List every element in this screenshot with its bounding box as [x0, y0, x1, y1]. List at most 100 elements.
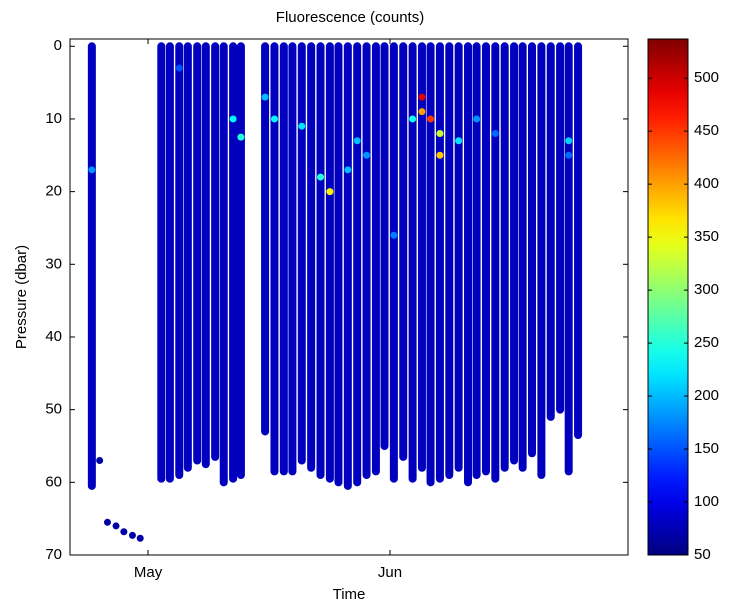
- profile: [510, 42, 519, 465]
- point: [363, 151, 371, 159]
- profile: [219, 42, 228, 487]
- profile: [435, 42, 444, 483]
- profile: [87, 42, 96, 490]
- profile: [175, 42, 184, 480]
- y-tick-label: 70: [45, 546, 62, 563]
- profile: [426, 42, 435, 487]
- x-tick-label: Jun: [378, 564, 402, 581]
- y-tick-label: 30: [45, 255, 62, 272]
- profile: [445, 42, 454, 480]
- point: [128, 531, 136, 539]
- profile: [371, 42, 380, 476]
- profile: [316, 42, 325, 480]
- point: [112, 522, 120, 530]
- point: [390, 231, 398, 239]
- profile: [236, 42, 245, 480]
- chart-title: Fluorescence (counts): [276, 9, 424, 26]
- profile: [334, 42, 343, 487]
- profile: [229, 42, 238, 483]
- point: [565, 137, 573, 145]
- colorbar-tick-label: 150: [694, 440, 719, 457]
- point: [427, 115, 435, 123]
- profile: [528, 42, 537, 458]
- profile: [408, 42, 417, 483]
- point: [473, 115, 481, 123]
- point: [418, 108, 426, 116]
- profile: [261, 42, 270, 436]
- profile: [564, 42, 573, 476]
- profile: [288, 42, 297, 476]
- plot-frame: [69, 38, 629, 556]
- colorbar-tick-label: 50: [694, 546, 711, 563]
- point: [175, 64, 183, 72]
- profile: [491, 42, 500, 483]
- point: [136, 534, 144, 542]
- profile: [183, 42, 192, 472]
- point: [409, 115, 417, 123]
- profile: [389, 42, 398, 483]
- y-tick-label: 50: [45, 401, 62, 418]
- profile: [500, 42, 509, 472]
- colorbar-tick-label: 400: [694, 175, 719, 192]
- point: [353, 137, 361, 145]
- point: [436, 129, 444, 137]
- colorbar-tick-label: 350: [694, 228, 719, 245]
- point: [103, 518, 111, 526]
- colorbar-tick-label: 100: [694, 493, 719, 510]
- point: [96, 457, 104, 465]
- profile: [343, 42, 352, 490]
- profile: [574, 42, 583, 440]
- y-tick-label: 60: [45, 473, 62, 490]
- colorbar-tick-label: 500: [694, 69, 719, 86]
- profile: [537, 42, 546, 480]
- point: [491, 129, 499, 137]
- y-axis-label: Pressure (dbar): [13, 245, 30, 349]
- y-tick-label: 10: [45, 110, 62, 127]
- profile: [362, 42, 371, 480]
- point: [261, 93, 269, 101]
- profile: [546, 42, 555, 421]
- point: [344, 166, 352, 174]
- profile: [556, 42, 565, 414]
- profile: [472, 42, 481, 480]
- colorbar-tick-label: 300: [694, 281, 719, 298]
- colorbar: [647, 38, 689, 556]
- profile: [201, 42, 210, 469]
- profile: [481, 42, 490, 476]
- point: [436, 151, 444, 159]
- point: [418, 93, 426, 101]
- profile: [165, 42, 174, 483]
- x-axis-label: Time: [333, 586, 366, 603]
- profile: [193, 42, 202, 465]
- profile: [270, 42, 279, 476]
- profile: [297, 42, 306, 465]
- profile: [325, 42, 334, 483]
- profile: [157, 42, 166, 483]
- profile: [211, 42, 220, 461]
- point: [229, 115, 237, 123]
- profile: [279, 42, 288, 476]
- x-tick-label: May: [134, 564, 163, 581]
- y-tick-label: 40: [45, 328, 62, 345]
- point: [270, 115, 278, 123]
- point: [120, 528, 128, 536]
- point: [317, 173, 325, 181]
- point: [298, 122, 306, 130]
- y-tick-label: 0: [54, 37, 62, 54]
- colorbar-tick-label: 250: [694, 334, 719, 351]
- profile: [380, 42, 389, 450]
- colorbar-tick-label: 200: [694, 387, 719, 404]
- profile: [454, 42, 463, 472]
- profile: [307, 42, 316, 472]
- profile: [464, 42, 473, 487]
- colorbar-tick-label: 450: [694, 122, 719, 139]
- profile: [518, 42, 527, 472]
- y-tick-label: 20: [45, 183, 62, 200]
- profile: [417, 42, 426, 472]
- point: [455, 137, 463, 145]
- point: [237, 133, 245, 141]
- point: [88, 166, 96, 174]
- point: [326, 188, 334, 196]
- profile: [399, 42, 408, 461]
